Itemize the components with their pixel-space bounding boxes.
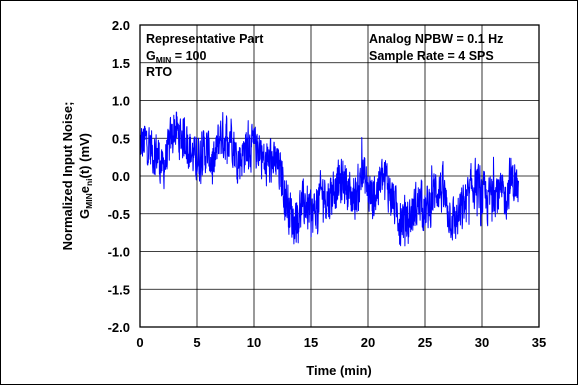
y-axis-title-line2: GMINeni(t) (mV) [77,133,94,219]
ylabel-e-sub: ni [84,178,94,186]
y-tick-label: -1.5 [108,282,130,297]
annot-g-sub: MIN [156,55,172,65]
x-axis-title: Time (min) [306,363,372,378]
x-tick-label: 15 [304,335,318,350]
y-tick-label: 0.0 [112,169,130,184]
y-tick-labels: 2.0 1.5 1.0 0.5 0.0 -0.5 -1.0 -1.5 -2.0 [108,18,130,335]
plot-area [139,24,540,328]
annot-right-line2: Sample Rate = 4 SPS [369,49,494,63]
noise-trace [139,111,519,247]
x-tick-label: 20 [361,335,375,350]
y-tick-label: 1.5 [112,56,130,71]
x-tick-label: 5 [193,335,200,350]
y-tick-label: -0.5 [108,207,130,222]
y-tick-label: 0.5 [112,131,130,146]
annot-g: G [146,49,156,63]
annotation-right: Analog NPBW = 0.1 Hz Sample Rate = 4 SPS [369,32,503,63]
annot-left-line2: GMIN = 100 [146,49,206,65]
annot-left-line3: RTO [146,65,172,79]
x-tick-labels: 0 5 10 15 20 25 30 35 [136,335,546,350]
annot-right-line1: Analog NPBW = 0.1 Hz [369,32,503,46]
ylabel-g-sub: MIN [84,193,94,209]
x-tick-label: 0 [136,335,143,350]
annotation-left: Representative Part GMIN = 100 RTO [146,32,264,79]
ylabel-g: G [77,209,92,219]
y-axis-title-line1: Normalized Input Noise; [60,102,75,251]
y-tick-label: -1.0 [108,245,130,260]
y-tick-label: 1.0 [112,94,130,109]
annot-left-line1: Representative Part [146,32,264,46]
x-tick-label: 30 [475,335,489,350]
y-axis-title: Normalized Input Noise; GMINeni(t) (mV) [60,102,94,251]
x-tick-label: 35 [532,335,546,350]
x-tick-label: 25 [418,335,432,350]
y-tick-label: -2.0 [108,320,130,335]
series-line [139,111,519,247]
y-tick-label: 2.0 [112,18,130,33]
annot-g-rest: = 100 [171,49,206,63]
ylabel-e: e [77,186,92,193]
ylabel-rest: (t) (mV) [77,133,92,179]
x-tick-label: 10 [247,335,261,350]
